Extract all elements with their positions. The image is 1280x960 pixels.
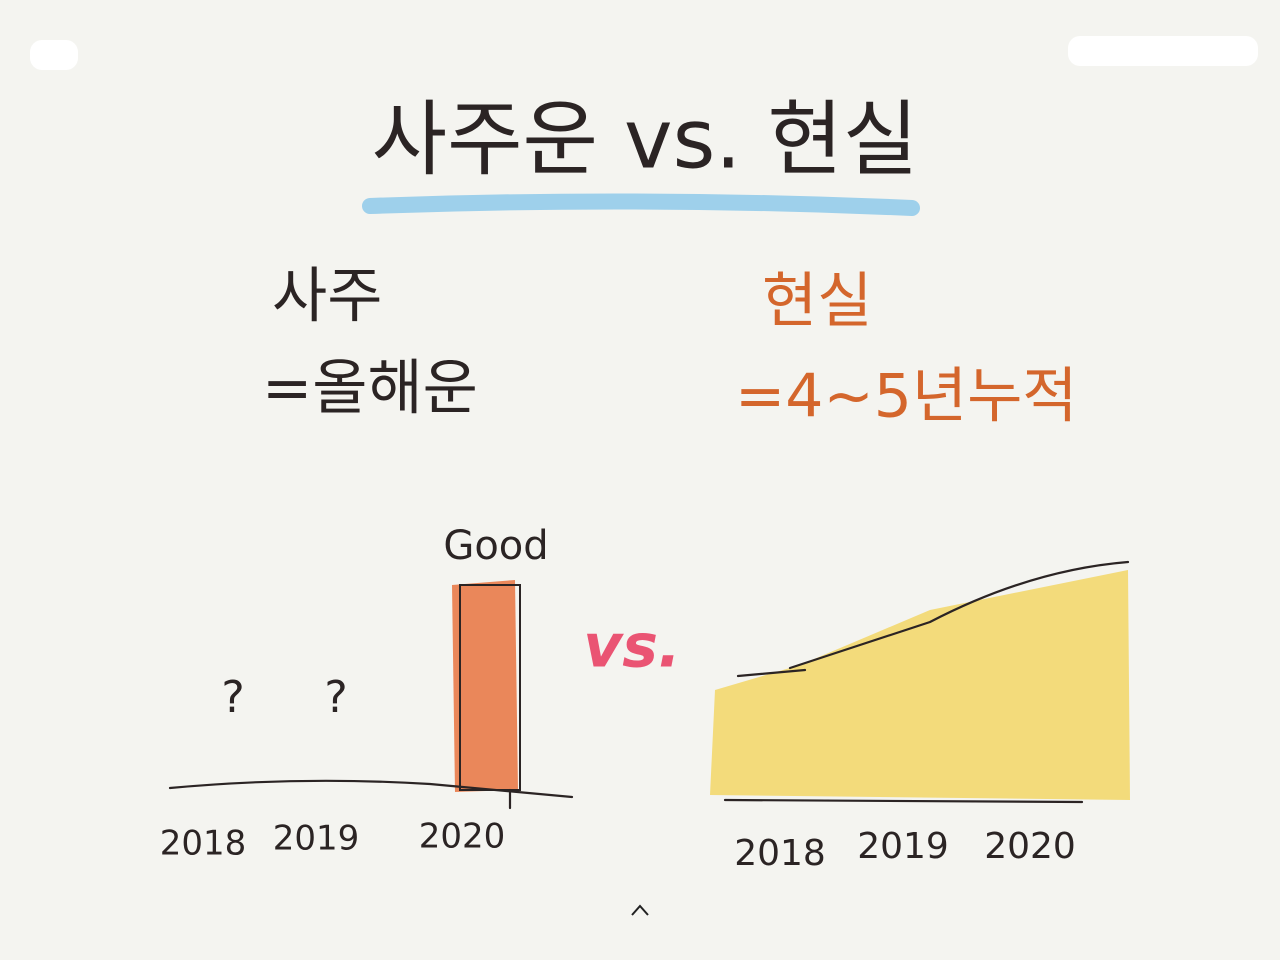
title-underline [362,193,920,216]
label-2020: Good [443,523,548,569]
area-top [736,560,1130,678]
blur-spot [1068,36,1258,66]
left-subheading: =올해운 [262,354,478,424]
expand-chevron[interactable] [631,904,649,916]
year-label: 2019 [273,819,360,859]
year-label: 2020 [984,826,1076,867]
left-heading: 사주 [272,262,382,332]
label-2018: ? [221,672,244,723]
right-baseline [723,798,1084,804]
year-label: 2018 [734,833,826,874]
right-heading: 현실 [762,267,872,337]
year-label: 2020 [419,817,506,857]
blur-spot [30,40,78,70]
label-2019: ? [324,672,347,723]
bar-2020 [452,580,518,792]
year-label: 2019 [857,826,949,867]
left-baseline [168,779,574,799]
year-label: 2018 [160,824,247,864]
right-subheading: =4~5년누적 [735,362,1078,432]
title: 사주운 vs. 현실 [372,92,919,187]
area-fill [710,570,1130,800]
vs-mark: vs. [583,612,681,682]
